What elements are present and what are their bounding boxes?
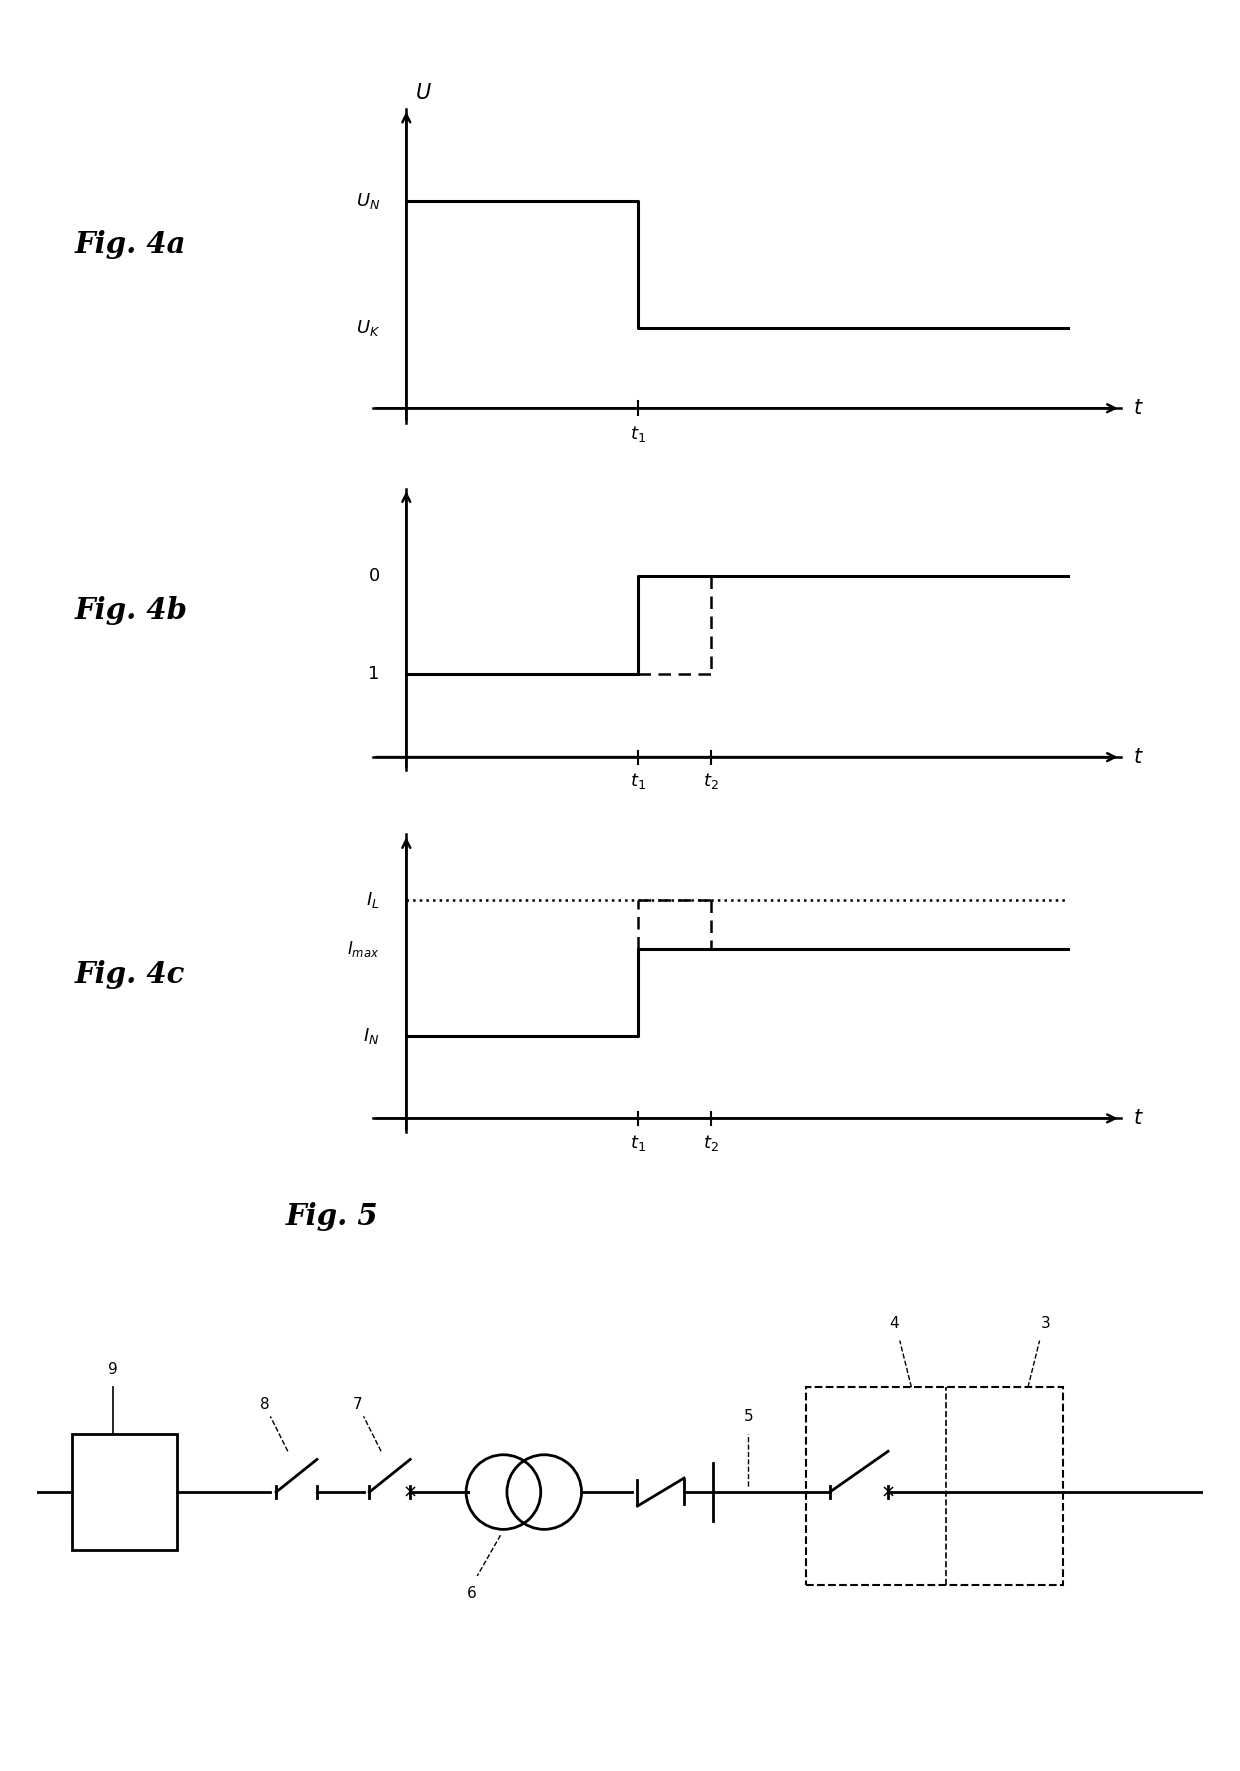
- Text: 0: 0: [368, 567, 379, 584]
- Bar: [806, 1387, 1063, 1585]
- Text: $t_2$: $t_2$: [703, 772, 718, 792]
- Text: Fig. 5: Fig. 5: [285, 1203, 378, 1231]
- Text: ×: ×: [880, 1482, 895, 1502]
- Text: 8: 8: [259, 1397, 269, 1411]
- Bar: [72, 1435, 177, 1550]
- Text: $t_1$: $t_1$: [630, 772, 646, 792]
- Text: 9: 9: [108, 1362, 118, 1378]
- Text: 3: 3: [1040, 1316, 1050, 1330]
- Text: t: t: [1133, 1109, 1142, 1128]
- Text: U: U: [417, 83, 432, 103]
- Text: Fig. 4a: Fig. 4a: [74, 230, 186, 259]
- Text: $t_2$: $t_2$: [703, 1133, 718, 1153]
- Text: $U_N$: $U_N$: [356, 191, 379, 211]
- Text: Fig. 4b: Fig. 4b: [74, 597, 187, 625]
- Text: Fig. 4c: Fig. 4c: [74, 960, 185, 988]
- Text: $U_K$: $U_K$: [356, 317, 379, 338]
- Text: $I_N$: $I_N$: [363, 1027, 379, 1047]
- Text: $I_{max}$: $I_{max}$: [347, 939, 379, 960]
- Text: 6: 6: [466, 1587, 476, 1601]
- Text: ×: ×: [403, 1482, 418, 1502]
- Text: $I_L$: $I_L$: [366, 891, 379, 910]
- Text: t: t: [1133, 747, 1142, 767]
- Text: $t_1$: $t_1$: [630, 1133, 646, 1153]
- Text: $t_1$: $t_1$: [630, 423, 646, 445]
- Text: t: t: [1133, 398, 1142, 418]
- Text: 1: 1: [368, 666, 379, 684]
- Text: 4: 4: [889, 1316, 899, 1330]
- Text: 7: 7: [353, 1397, 362, 1411]
- Text: 5: 5: [744, 1408, 753, 1424]
